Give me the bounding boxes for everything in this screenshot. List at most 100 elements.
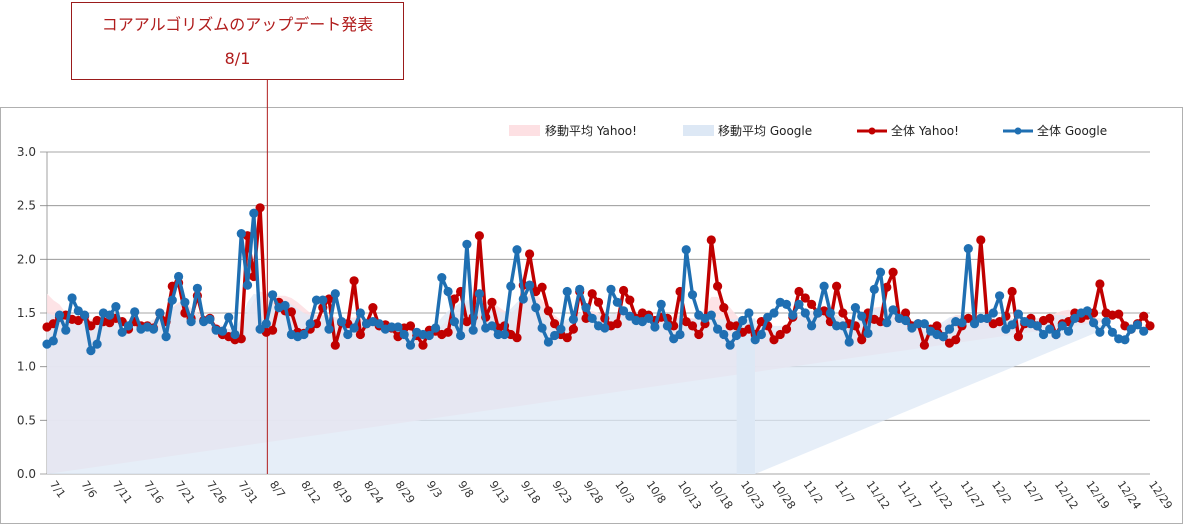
data-point-google [713, 324, 723, 334]
x-tick-label: 7/21 [173, 478, 198, 506]
data-point-yahoo [474, 231, 484, 241]
data-point-google [562, 286, 572, 297]
data-point-yahoo [568, 324, 579, 334]
x-tick-label: 10/8 [644, 478, 669, 506]
data-point-google [744, 308, 754, 318]
data-point-google [1057, 321, 1067, 331]
data-point-yahoo [612, 319, 622, 329]
legend-marker-yahoo [868, 127, 876, 135]
data-point-yahoo [919, 340, 930, 350]
data-point-google [299, 329, 309, 340]
data-point-google [230, 329, 240, 340]
data-point-yahoo [355, 329, 365, 340]
data-point-google [123, 321, 134, 331]
data-point-google [725, 340, 735, 350]
data-point-google [111, 302, 121, 312]
data-point-yahoo [1045, 313, 1055, 323]
data-point-google [443, 286, 453, 297]
x-tick-label: 9/8 [455, 478, 476, 500]
data-point-yahoo [800, 293, 810, 303]
data-point-google [1045, 324, 1055, 334]
data-point-google [506, 281, 516, 291]
data-point-google [550, 330, 560, 341]
data-point-google [255, 324, 265, 334]
data-point-google [1107, 327, 1117, 337]
data-point-google [838, 321, 848, 331]
data-point-yahoo [587, 289, 597, 299]
data-point-yahoo [1145, 321, 1155, 331]
legend-swatch-google-average [683, 125, 714, 136]
data-point-google [80, 310, 90, 320]
y-tick-label: 2.0 [17, 252, 36, 266]
data-point-google [619, 306, 629, 316]
x-tick-label: 9/13 [487, 478, 512, 506]
x-tick-label: 11/7 [832, 478, 857, 506]
data-point-google [318, 295, 328, 305]
data-point-google [988, 308, 998, 318]
data-point-google [706, 310, 716, 320]
data-point-google [819, 281, 829, 291]
data-point-google [167, 295, 177, 305]
x-tick-label: 10/13 [675, 478, 704, 511]
data-point-yahoo [512, 333, 522, 343]
data-point-google [1095, 327, 1105, 337]
y-tick-label: 0.5 [17, 413, 36, 427]
data-point-yahoo [669, 321, 679, 331]
data-point-google [349, 323, 359, 333]
y-tick-label: 1.0 [17, 360, 36, 374]
data-point-yahoo [311, 319, 322, 329]
data-point-google [449, 317, 459, 327]
data-point-yahoo [838, 308, 848, 318]
series-lines [42, 203, 1155, 356]
data-point-google [531, 303, 541, 313]
data-point-google [581, 303, 591, 313]
data-point-yahoo [901, 308, 911, 318]
data-point-yahoo [888, 267, 898, 277]
data-point-google [525, 280, 535, 290]
data-point-yahoo [255, 203, 265, 213]
x-tick-label: 12/12 [1052, 478, 1081, 511]
data-point-google [268, 290, 278, 300]
data-point-google [1007, 320, 1017, 330]
data-point-google [687, 290, 698, 300]
x-tick-label: 9/28 [581, 478, 606, 506]
data-point-google [575, 284, 585, 294]
data-point-google [844, 337, 854, 347]
data-point-google [656, 299, 666, 309]
x-tick-label: 8/19 [330, 478, 355, 506]
data-point-yahoo [330, 340, 340, 350]
data-point-google [662, 321, 673, 331]
data-point-google [393, 322, 403, 332]
data-point-google [807, 321, 817, 331]
data-point-google [249, 208, 259, 218]
data-point-google [913, 319, 923, 329]
data-point-google [180, 297, 190, 307]
data-point-google [355, 308, 365, 318]
callout-date: 8/1 [224, 49, 251, 68]
data-point-google [424, 330, 434, 341]
data-point-google [1063, 326, 1074, 336]
data-point-google [863, 328, 873, 338]
x-tick-label: 9/18 [518, 478, 543, 506]
data-point-google [224, 312, 234, 322]
data-point-yahoo [995, 317, 1005, 327]
data-point-google [493, 329, 503, 340]
callout-title: コアアルゴリズムのアップデート発表 [101, 15, 374, 34]
x-tick-label: 11/22 [926, 478, 955, 511]
legend-label-yahoo: 全体 Yahoo! [891, 123, 959, 138]
data-point-google [750, 335, 760, 345]
area-google-average [755, 307, 1113, 474]
data-point-yahoo [706, 235, 716, 245]
data-point-google [343, 329, 353, 340]
y-axis-ticks: 0.0 0.5 1.0 1.5 2.0 2.5 3.0 [17, 145, 36, 481]
data-point-google [568, 314, 579, 324]
data-point-yahoo [687, 321, 698, 331]
data-point-yahoo [1139, 311, 1149, 321]
data-point-google [769, 308, 779, 318]
data-point-google [1070, 313, 1080, 323]
data-point-google [681, 245, 691, 255]
data-point-yahoo [775, 329, 785, 340]
data-point-yahoo [525, 249, 535, 259]
data-point-google [305, 319, 315, 329]
